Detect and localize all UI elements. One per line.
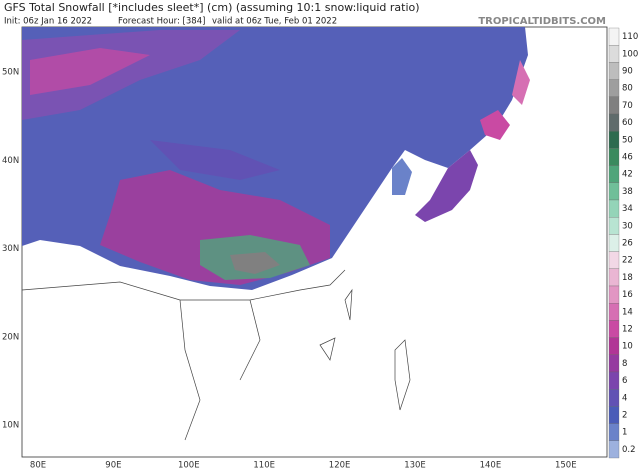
japan-snow bbox=[480, 110, 510, 140]
snow-heavy bbox=[30, 48, 150, 95]
colorbar-swatch bbox=[608, 251, 620, 269]
lat-label: 10N bbox=[2, 421, 19, 431]
colorbar-label: 6 bbox=[622, 376, 627, 386]
colorbar-swatch bbox=[608, 45, 620, 63]
colorbar-label: 4 bbox=[622, 393, 627, 403]
colorbar-label: 46 bbox=[622, 153, 633, 163]
colorbar-swatch bbox=[608, 423, 620, 441]
lon-label: 80E bbox=[30, 461, 46, 471]
colorbar-label: 60 bbox=[622, 118, 633, 128]
lon-label: 100E bbox=[178, 461, 200, 471]
colorbar-swatch bbox=[608, 199, 620, 218]
lon-label: 130E bbox=[404, 461, 426, 471]
colorbar-swatch bbox=[608, 182, 620, 201]
colorbar-label: 90 bbox=[622, 67, 633, 77]
colorbar-swatch bbox=[608, 96, 620, 115]
init-time: Init: 06z Jan 16 2022 bbox=[4, 17, 92, 27]
colorbar-swatch bbox=[608, 217, 620, 235]
snow-region bbox=[150, 140, 280, 180]
colorbar-swatch bbox=[608, 354, 620, 373]
lon-label: 150E bbox=[555, 461, 577, 471]
colorbar-label: 2 bbox=[622, 411, 627, 421]
colorbar-swatch bbox=[608, 148, 620, 166]
colorbar-swatch bbox=[608, 268, 620, 287]
lon-label: 90E bbox=[105, 461, 121, 471]
colorbar-swatch bbox=[608, 406, 620, 424]
colorbar-label: 100 bbox=[622, 49, 638, 59]
colorbar-label: 12 bbox=[622, 325, 633, 335]
colorbar-label: 22 bbox=[622, 256, 633, 266]
colorbar-swatch bbox=[608, 440, 620, 459]
korea-snow bbox=[392, 158, 412, 195]
colorbar-swatch bbox=[608, 113, 620, 132]
colorbar-swatch bbox=[608, 27, 620, 46]
lon-label: 120E bbox=[329, 461, 351, 471]
lon-label: 140E bbox=[480, 461, 502, 471]
colorbar-label: 26 bbox=[622, 239, 633, 249]
colorbar-swatch bbox=[608, 62, 620, 80]
colorbar-label: 30 bbox=[622, 221, 633, 231]
colorbar-label: 70 bbox=[622, 101, 633, 111]
colorbar-label: 14 bbox=[622, 307, 633, 317]
map-area: 50N 40N 30N 20N 10N 80E 90E 100E 110E 120E 130E 14… bbox=[2, 26, 608, 471]
colorbar-swatch bbox=[608, 337, 620, 355]
map-title: GFS Total Snowfall [*includes sleet*] (c… bbox=[4, 1, 420, 14]
colorbar-label: 10 bbox=[622, 342, 633, 352]
colorbar-swatch bbox=[608, 285, 620, 304]
colorbar-label: 42 bbox=[622, 170, 633, 180]
coastline bbox=[21, 269, 346, 441]
lon-label: 110E bbox=[253, 461, 275, 471]
colorbar-swatch bbox=[608, 79, 620, 97]
colorbar-swatch bbox=[608, 234, 620, 252]
kamchatka-snow bbox=[512, 60, 530, 105]
colorbar-label: 34 bbox=[622, 204, 633, 214]
colorbar-swatch bbox=[608, 389, 620, 407]
colorbar-swatch bbox=[608, 303, 620, 321]
site-watermark: TROPICALTIDBITS.COM bbox=[478, 16, 606, 27]
colorbar-label: 8 bbox=[622, 359, 627, 369]
colorbar-label: 16 bbox=[622, 290, 633, 300]
snow-heavy bbox=[230, 252, 280, 274]
forecast-hour: Forecast Hour: [384] bbox=[118, 17, 205, 27]
japan-snow bbox=[415, 150, 478, 222]
colorbar-swatch bbox=[608, 165, 620, 183]
lat-label: 20N bbox=[2, 332, 19, 342]
colorbar-label: 0.2 bbox=[622, 445, 636, 455]
colorbar-label: 110 bbox=[622, 32, 638, 42]
colorbar-label: 1 bbox=[622, 428, 627, 438]
valid-time: valid at 06z Tue, Feb 01 2022 bbox=[212, 17, 337, 27]
lat-label: 40N bbox=[2, 156, 19, 166]
colorbar-label: 50 bbox=[622, 135, 633, 145]
colorbar-swatch bbox=[608, 371, 620, 390]
colorbar-swatch bbox=[608, 320, 620, 338]
islands bbox=[319, 288, 411, 411]
colorbar: 1101009080706050464238343026221816141210… bbox=[608, 27, 638, 459]
lat-label: 30N bbox=[2, 244, 19, 254]
colorbar-label: 38 bbox=[622, 187, 633, 197]
colorbar-swatch bbox=[608, 131, 620, 149]
colorbar-label: 18 bbox=[622, 273, 633, 283]
colorbar-label: 80 bbox=[622, 84, 633, 94]
lat-label: 50N bbox=[2, 68, 19, 78]
